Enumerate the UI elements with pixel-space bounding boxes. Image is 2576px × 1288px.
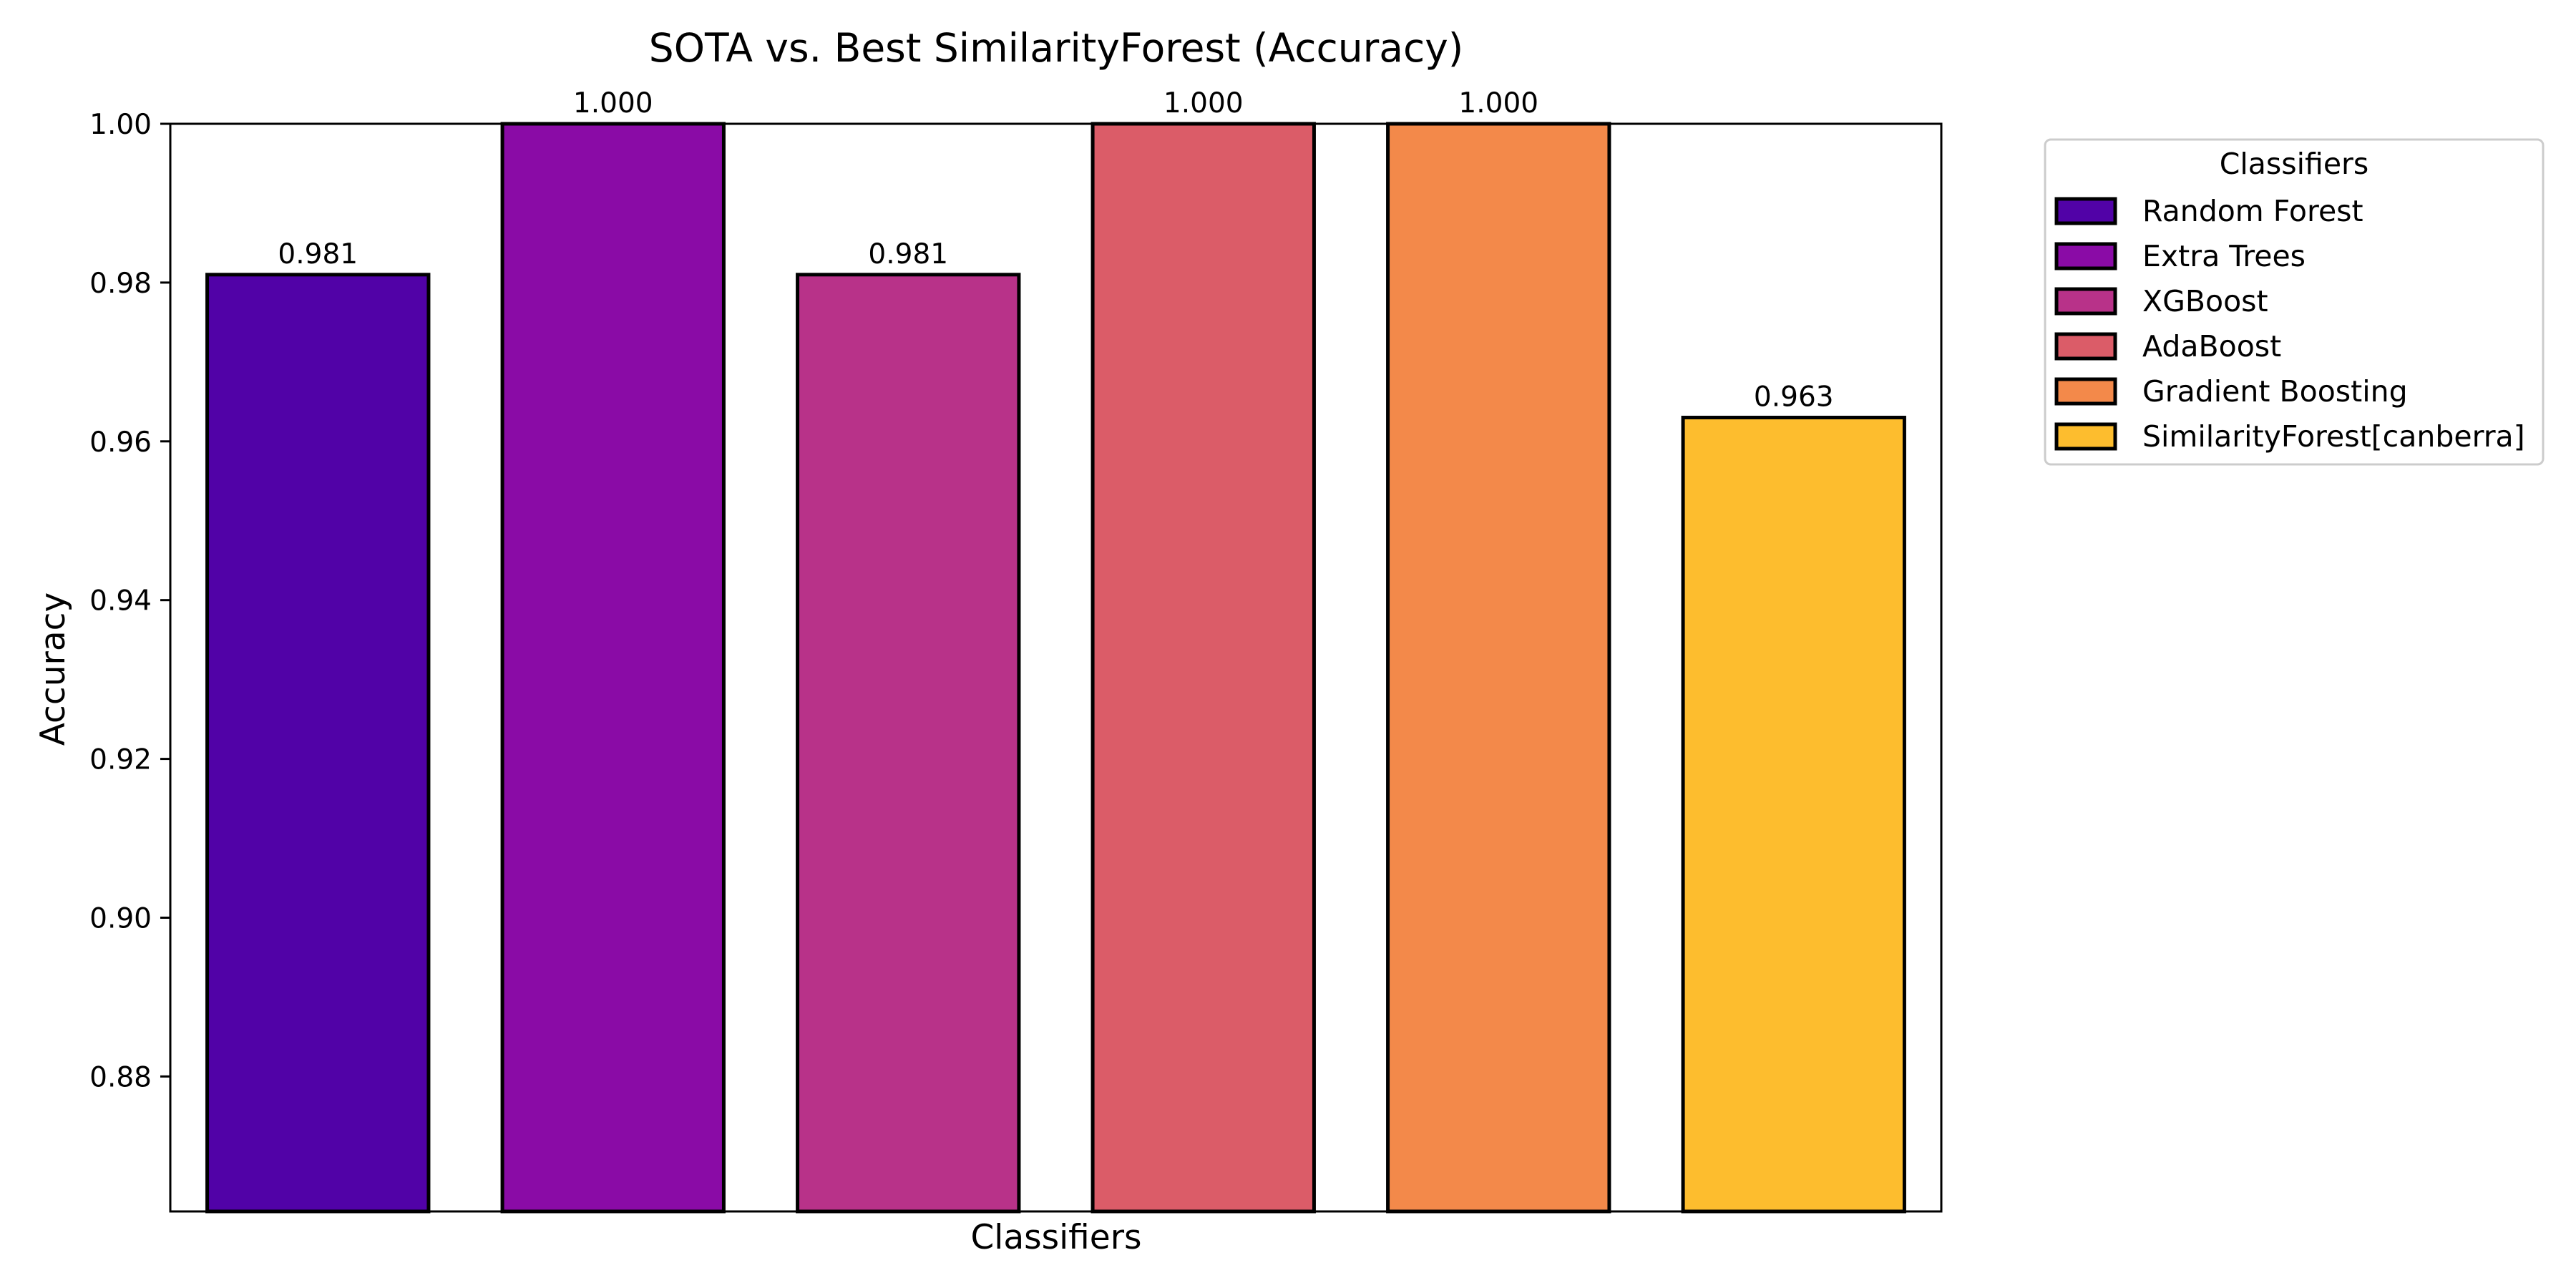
bar-value-label-2: 0.981: [868, 238, 948, 270]
legend-label-2: XGBoost: [2142, 284, 2268, 318]
y-tick-label-3: 0.94: [89, 585, 152, 618]
bar-value-label-1: 1.000: [573, 87, 653, 119]
y-tick-label-4: 0.96: [89, 426, 152, 459]
y-tick-label-2: 0.92: [89, 744, 152, 776]
y-tick-label-6: 1.00: [89, 109, 152, 141]
legend-title: Classifiers: [2220, 147, 2369, 181]
bar-labels-group: 0.981 1.000 0.981 1.000 1.000 0.963: [278, 87, 1833, 414]
chart-title: SOTA vs. Best SimilarityForest (Accuracy…: [649, 25, 1463, 71]
bar-2: [796, 273, 1021, 1214]
bar-value-label-5: 0.963: [1754, 381, 1834, 414]
bar-5: [1681, 416, 1906, 1214]
bar-4: [1386, 122, 1611, 1214]
legend: Classifiers Random Forest Extra Trees XGBo…: [2044, 138, 2545, 466]
bar-value-label-4: 1.000: [1458, 87, 1538, 119]
legend-swatch-3: [2054, 332, 2117, 361]
bar-3: [1091, 122, 1316, 1214]
y-axis-label: Accuracy: [34, 592, 73, 746]
legend-swatch-2: [2054, 287, 2117, 316]
bar-value-label-0: 0.981: [278, 238, 358, 270]
legend-swatch-4: [2054, 377, 2117, 406]
legend-swatch-1: [2054, 242, 2117, 270]
legend-label-4: Gradient Boosting: [2142, 374, 2408, 409]
legend-label-1: Extra Trees: [2142, 239, 2306, 273]
legend-label-3: AdaBoost: [2142, 329, 2281, 364]
legend-frame: [2044, 138, 2545, 466]
y-tick-label-1: 0.90: [89, 902, 152, 935]
legend-entries: Random Forest Extra Trees XGBoost AdaBoost G…: [2054, 194, 2525, 454]
bar-1: [500, 122, 726, 1214]
bars-group: [205, 122, 1906, 1214]
y-tick-label-0: 0.88: [89, 1061, 152, 1093]
legend-swatch-0: [2054, 197, 2117, 225]
legend-label-5: SimilarityForest[canberra]: [2142, 419, 2525, 454]
y-tick-label-5: 0.98: [89, 268, 152, 300]
bar-0: [205, 273, 431, 1214]
plot-area-frame: [169, 122, 1943, 1213]
x-axis-label: Classifiers: [970, 1218, 1141, 1257]
legend-label-0: Random Forest: [2142, 194, 2363, 228]
legend-swatch-5: [2054, 422, 2117, 451]
y-ticks-group: 0.88 0.90 0.92 0.94 0.96 0.98 1.00: [89, 109, 170, 1093]
bar-value-label-3: 1.000: [1163, 87, 1244, 119]
